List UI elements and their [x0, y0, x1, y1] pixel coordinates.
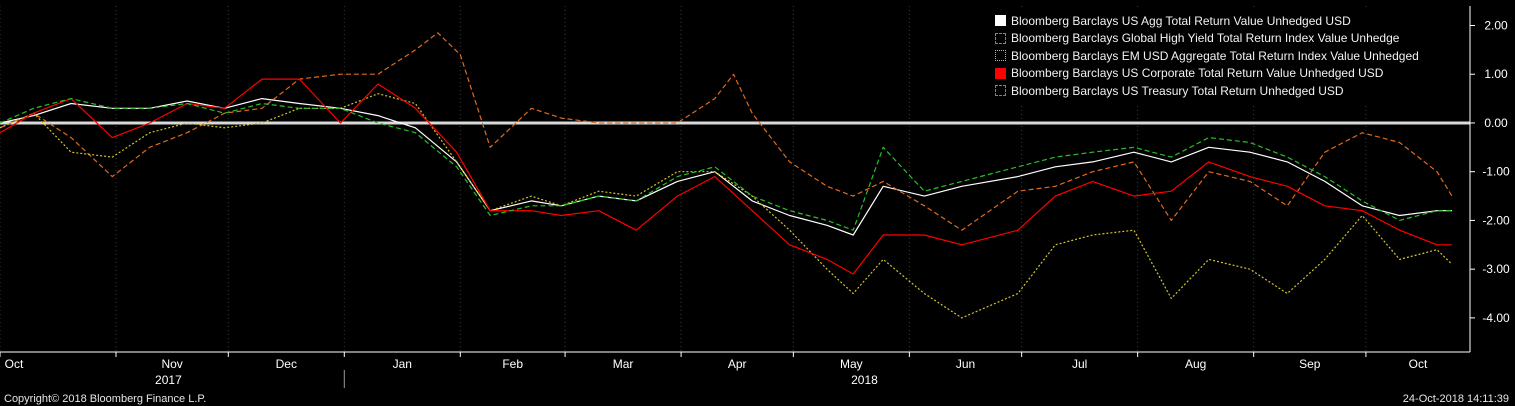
copyright-text: Copyright© 2018 Bloomberg Finance L.P.: [4, 393, 207, 405]
y-tick-label: -4.00: [1482, 311, 1510, 325]
month-gridlines: [0, 6, 1367, 352]
x-tick-label: Sep: [1299, 357, 1321, 371]
x-tick-label: Aug: [1185, 357, 1206, 371]
series-line: [0, 78, 1452, 275]
series-line: [0, 93, 1453, 319]
x-tick-label: Nov: [161, 357, 182, 371]
x-tick-label: Jun: [956, 357, 975, 371]
legend-swatch: [995, 32, 1006, 44]
legend-item: Bloomberg Barclays Global High Yield Tot…: [989, 30, 1465, 48]
y-axis: 2.00 1.00 0.00 -1.00 -2.00 -3.00 -4.00: [1469, 6, 1510, 352]
x-tick-label: Feb: [502, 357, 523, 371]
year-label: 2017: [155, 373, 182, 387]
y-tick-label: 2.00: [1484, 18, 1508, 32]
legend-item: Bloomberg Barclays US Agg Total Return V…: [989, 12, 1465, 30]
legend-item: Bloomberg Barclays US Treasury Total Ret…: [989, 82, 1465, 100]
x-tick-label: Apr: [728, 357, 747, 371]
x-tick-label: Jul: [1072, 357, 1087, 371]
series-line: [0, 98, 1452, 231]
y-tick-label: -1.00: [1482, 165, 1510, 179]
legend-swatch: [995, 15, 1006, 27]
legend-label: Bloomberg Barclays US Corporate Total Re…: [1011, 66, 1384, 81]
series-line: [0, 98, 1452, 236]
x-tick-label: Oct: [5, 357, 24, 371]
legend-label: Bloomberg Barclays Global High Yield Tot…: [1011, 31, 1400, 46]
timestamp-text: 24-Oct-2018 14:11:39: [1402, 393, 1509, 405]
series-line: [0, 32, 1453, 231]
series-lines: [0, 32, 1453, 319]
legend-swatch: [995, 85, 1006, 97]
y-tick-label: -3.00: [1482, 262, 1510, 276]
year-label: 2018: [851, 373, 878, 387]
y-tick-label: 1.00: [1484, 67, 1508, 81]
y-tick-label: -2.00: [1482, 213, 1510, 227]
x-axis: Oct Nov Dec Jan Feb Mar Apr May Jun Jul Aug Sep Oct 2…: [0, 351, 1470, 388]
y-tick-label: 0.00: [1484, 116, 1508, 130]
legend: Bloomberg Barclays US Agg Total Return V…: [989, 9, 1465, 104]
x-tick-label: Dec: [276, 357, 297, 371]
x-tick-label: May: [840, 357, 863, 371]
legend-item: Bloomberg Barclays US Corporate Total Re…: [989, 65, 1465, 83]
x-tick-label: Jan: [393, 357, 412, 371]
legend-label: Bloomberg Barclays US Agg Total Return V…: [1011, 13, 1351, 28]
x-tick-label: Oct: [1409, 357, 1428, 371]
legend-label: Bloomberg Barclays EM USD Aggregate Tota…: [1011, 48, 1419, 63]
legend-label: Bloomberg Barclays US Treasury Total Ret…: [1011, 83, 1344, 98]
legend-swatch: [995, 67, 1006, 79]
legend-swatch: [995, 50, 1006, 62]
legend-item: Bloomberg Barclays EM USD Aggregate Tota…: [989, 47, 1465, 65]
x-tick-label: Mar: [613, 357, 634, 371]
